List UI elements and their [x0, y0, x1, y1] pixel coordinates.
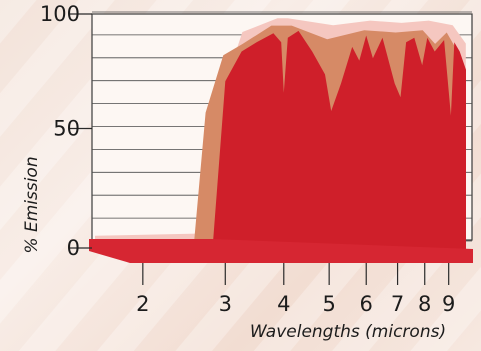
- x-tick-label: 4: [277, 292, 290, 316]
- x-tick-label: 5: [322, 292, 335, 316]
- y-axis-ticks: 0 50 100: [40, 2, 92, 260]
- x-tick-label: 9: [442, 292, 455, 316]
- baseline-slab: [89, 239, 473, 263]
- x-tick-label: 2: [136, 292, 149, 316]
- x-tick-label: 8: [418, 292, 431, 316]
- y-tick-label: 50: [53, 117, 80, 141]
- x-tick-label: 6: [360, 292, 373, 316]
- y-axis-title: % Emission: [22, 156, 42, 253]
- y-tick-label: 0: [67, 236, 80, 260]
- series-layers: [89, 18, 466, 254]
- x-tick-label: 3: [219, 292, 232, 316]
- x-axis-title: Wavelengths (microns): [250, 322, 446, 342]
- y-tick-label: 100: [40, 2, 80, 26]
- series-front-area: [91, 30, 466, 254]
- x-tick-label: 7: [391, 292, 404, 316]
